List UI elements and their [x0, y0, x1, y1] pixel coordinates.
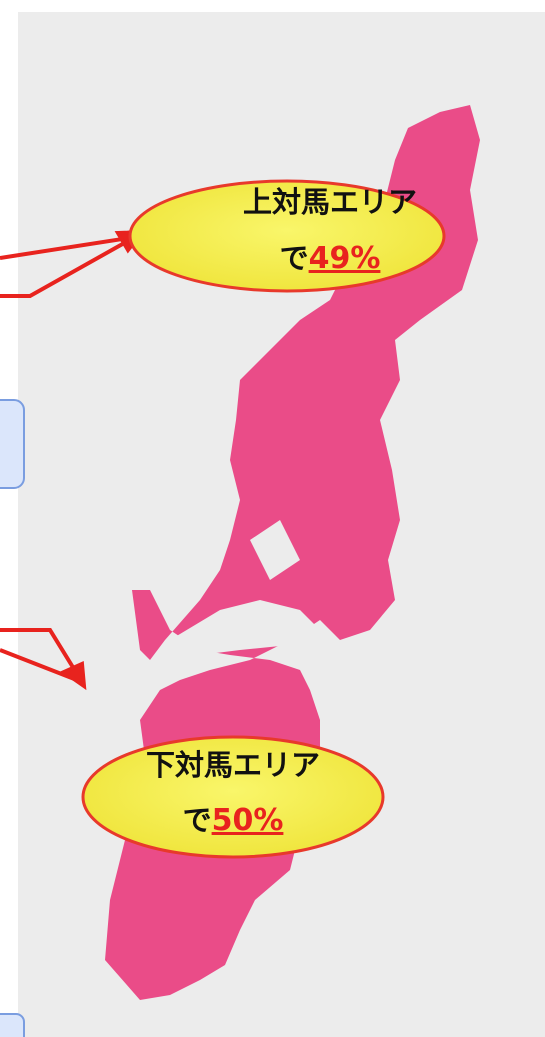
side-box [0, 399, 25, 489]
callout-share-line: で50% [183, 803, 284, 838]
callout-area: 下対馬エリア [146, 748, 320, 782]
callout-share: 50% [212, 803, 284, 838]
side-box [0, 1013, 25, 1037]
callout-share-line: で49% [280, 241, 381, 276]
arrow-south [0, 628, 87, 691]
callout-share: 49% [309, 241, 381, 276]
callout [128, 179, 446, 293]
callout-prefix: で [183, 803, 212, 837]
callout-prefix: で [280, 241, 309, 275]
callout-area: 上対馬エリア [243, 185, 417, 219]
island-bays [170, 520, 320, 655]
callout [81, 735, 385, 859]
